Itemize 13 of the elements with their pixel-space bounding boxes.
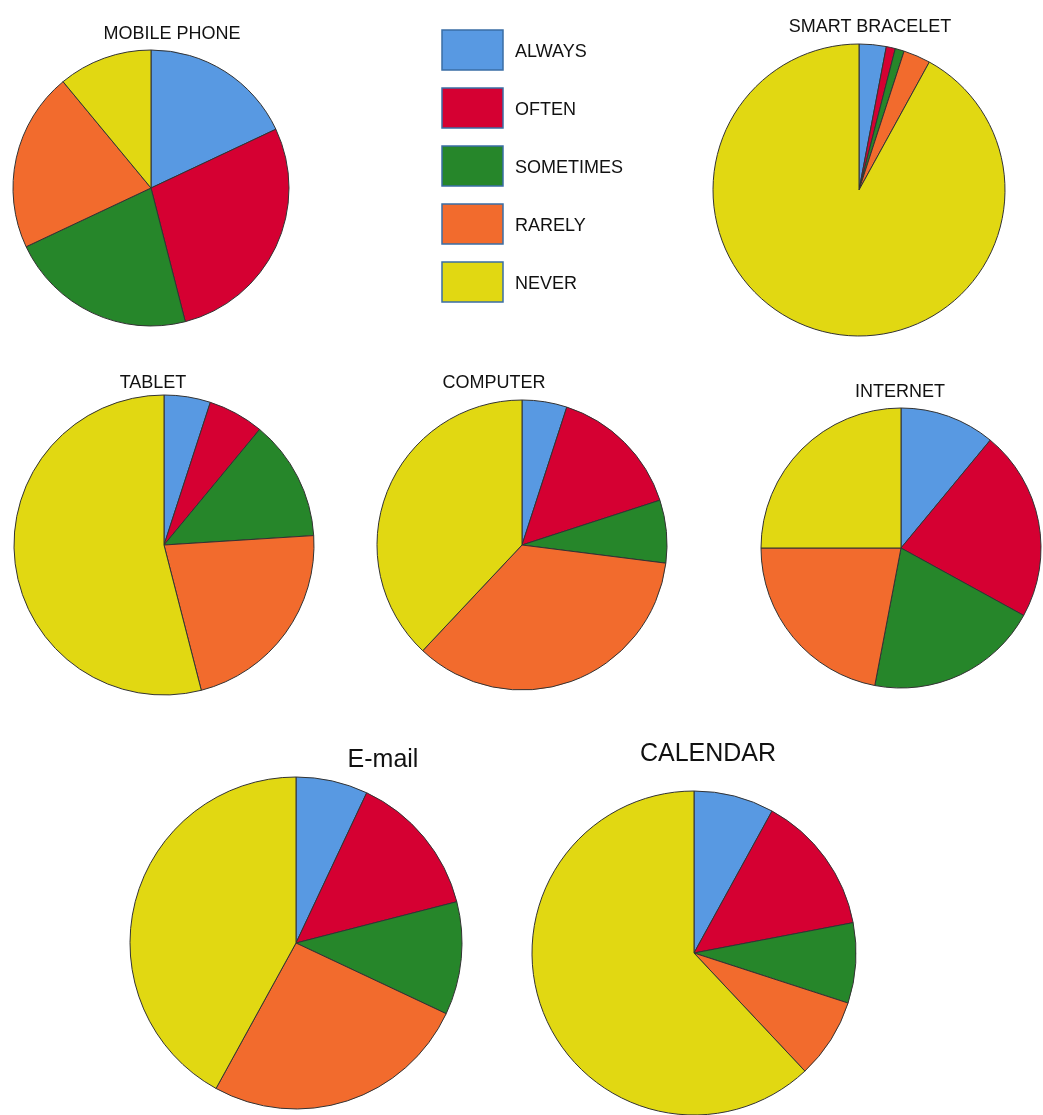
chart-title: INTERNET (855, 381, 945, 401)
chart-title: SMART BRACELET (788, 16, 952, 36)
chart-title: TABLET (119, 372, 187, 392)
chart-title: CALENDAR (639, 738, 777, 766)
chart-title: E-mail (347, 744, 419, 772)
legend-label: OFTEN (515, 99, 576, 119)
chart-title: MOBILE PHONE (103, 23, 241, 43)
chart-title: COMPUTER (442, 372, 546, 392)
pie-slice (712, 43, 1006, 337)
legend-label: ALWAYS (515, 41, 587, 61)
legend-label: NEVER (515, 273, 578, 293)
legend-label: RARELY (515, 215, 586, 235)
legend-label: SOMETIMES (515, 157, 624, 177)
